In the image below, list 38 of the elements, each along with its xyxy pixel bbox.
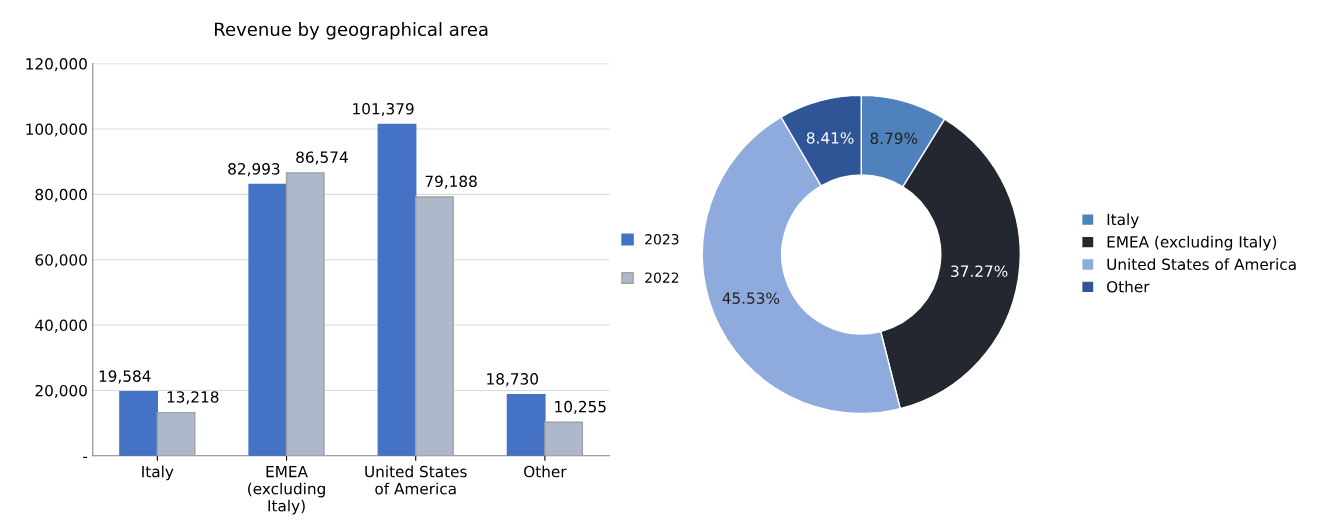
data-label: 82,993 — [228, 163, 280, 177]
legend-label: Italy — [1107, 213, 1139, 229]
bar — [544, 421, 584, 456]
y-tick-label: - — [83, 456, 88, 459]
bar — [119, 391, 159, 456]
chart-title: Revenue by geographical area — [215, 22, 488, 40]
y-tick-label: 60,000 — [35, 254, 87, 268]
x-tick-label: EMEA (excluding Italy) — [248, 465, 325, 515]
bar — [248, 183, 288, 456]
x-tick-label: Italy — [142, 465, 174, 481]
y-tick-label: 100,000 — [26, 123, 87, 137]
data-label: 101,379 — [353, 103, 414, 117]
bar — [415, 196, 454, 456]
bar — [377, 123, 417, 456]
data-label: 37.27% — [951, 265, 1008, 277]
y-tick-label: 20,000 — [35, 384, 87, 399]
y-tick-label: 120,000 — [26, 58, 87, 72]
data-label: 45.53% — [722, 292, 780, 304]
legend-label: Other — [1107, 280, 1150, 293]
data-label: 18,730 — [487, 373, 538, 387]
legend-label: 2023 — [645, 234, 679, 245]
data-label: 86,574 — [296, 151, 348, 165]
data-label: 8.41% — [806, 132, 854, 144]
bar — [285, 172, 325, 456]
y-tick-label: 80,000 — [35, 188, 87, 202]
data-label: 10,255 — [555, 400, 606, 414]
data-label: 19,584 — [99, 370, 151, 384]
data-label: 13,218 — [167, 391, 219, 405]
legend-label: EMEA (excluding Italy) — [1107, 235, 1277, 251]
y-tick-label: 40,000 — [35, 319, 87, 333]
legend-label: United States of America — [1107, 258, 1296, 271]
bar — [506, 393, 546, 456]
x-tick-label: United States of America — [365, 465, 467, 495]
bar — [156, 411, 196, 456]
legend-label: 2022 — [645, 272, 679, 283]
data-label: 8.79% — [870, 132, 918, 145]
data-label: 79,188 — [425, 175, 477, 189]
x-tick-label: Other — [524, 465, 567, 478]
